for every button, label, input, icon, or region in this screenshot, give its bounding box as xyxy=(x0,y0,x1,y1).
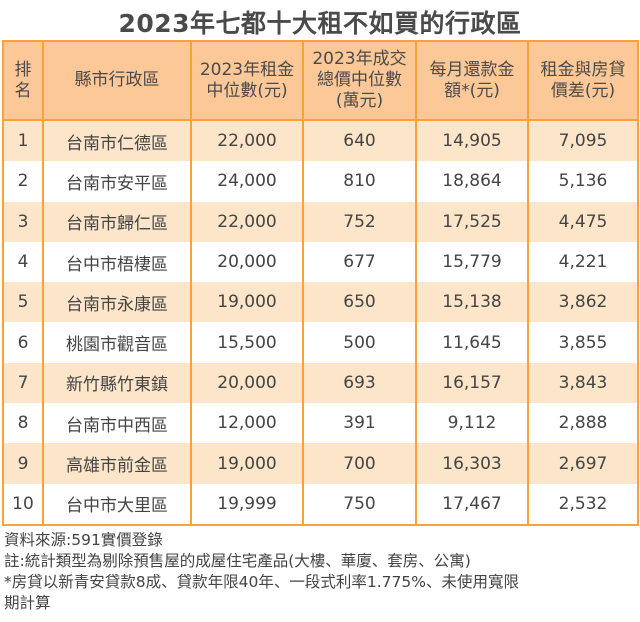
source-note: 資料來源:591實價登錄 xyxy=(4,531,163,549)
table-row: 10 台中市大里區 19,999 750 17,467 2,532 xyxy=(2,483,639,525)
cell-difference: 2,697 xyxy=(527,443,639,484)
cell-rent-median: 19,000 xyxy=(190,282,304,323)
header-difference: 租金與房貸價差(元) xyxy=(527,41,639,120)
statistics-note: 註:統計類型為剔除預售屋的成屋住宅產品(大樓、華廈、套房、公寓) xyxy=(4,552,471,570)
cell-rank: 5 xyxy=(2,282,44,323)
cell-district: 台南市仁德區 xyxy=(42,120,192,162)
table-header-row: 排名 縣市行政區 2023年租金中位數(元) 2023年成交總價中位數(萬元) … xyxy=(2,41,639,120)
cell-difference: 3,855 xyxy=(527,322,639,363)
cell-rank: 6 xyxy=(2,322,44,363)
cell-rank: 10 xyxy=(2,483,44,525)
cell-difference: 4,475 xyxy=(527,201,639,242)
cell-district: 台南市永康區 xyxy=(42,282,192,323)
table-row: 6 桃園市觀音區 15,500 500 11,645 3,855 xyxy=(2,322,639,363)
cell-district: 台中市梧棲區 xyxy=(42,241,192,283)
cell-rent-median: 22,000 xyxy=(190,201,304,242)
header-rent-median: 2023年租金中位數(元) xyxy=(190,41,304,120)
cell-monthly-payment: 17,525 xyxy=(415,201,529,242)
table-row: 1 台南市仁德區 22,000 640 14,905 7,095 xyxy=(2,120,639,162)
cell-price-median: 677 xyxy=(302,241,417,283)
cell-price-median: 700 xyxy=(302,443,417,484)
cell-rank: 8 xyxy=(2,403,44,444)
cell-district: 台南市安平區 xyxy=(42,161,192,202)
cell-difference: 5,136 xyxy=(527,161,639,202)
table-row: 3 台南市歸仁區 22,000 752 17,525 4,475 xyxy=(2,201,639,242)
footnotes: 資料來源:591實價登錄 註:統計類型為剔除預售屋的成屋住宅產品(大樓、華廈、套… xyxy=(4,530,534,614)
cell-difference: 2,888 xyxy=(527,403,639,444)
cell-monthly-payment: 15,779 xyxy=(415,241,529,283)
cell-district: 高雄市前金區 xyxy=(42,443,192,484)
cell-rent-median: 20,000 xyxy=(190,362,304,404)
cell-monthly-payment: 18,864 xyxy=(415,161,529,202)
cell-rank: 2 xyxy=(2,161,44,202)
cell-price-median: 750 xyxy=(302,483,417,525)
table-row: 7 新竹縣竹東鎮 20,000 693 16,157 3,843 xyxy=(2,362,639,404)
cell-difference: 7,095 xyxy=(527,120,639,162)
cell-rent-median: 22,000 xyxy=(190,120,304,162)
cell-price-median: 650 xyxy=(302,282,417,323)
cell-district: 台南市歸仁區 xyxy=(42,201,192,242)
table-row: 9 高雄市前金區 19,000 700 16,303 2,697 xyxy=(2,443,639,484)
cell-monthly-payment: 9,112 xyxy=(415,403,529,444)
header-monthly-payment: 每月還款金額*(元) xyxy=(415,41,529,120)
ranking-table: 排名 縣市行政區 2023年租金中位數(元) 2023年成交總價中位數(萬元) … xyxy=(2,40,639,526)
cell-district: 桃園市觀音區 xyxy=(42,322,192,363)
cell-district: 台南市中西區 xyxy=(42,403,192,444)
cell-rank: 3 xyxy=(2,201,44,242)
page-title: 2023年七都十大租不如買的行政區 xyxy=(118,9,522,38)
cell-price-median: 391 xyxy=(302,403,417,444)
cell-price-median: 500 xyxy=(302,322,417,363)
cell-difference: 3,862 xyxy=(527,282,639,323)
header-price-median: 2023年成交總價中位數(萬元) xyxy=(302,41,417,120)
cell-monthly-payment: 17,467 xyxy=(415,483,529,525)
cell-monthly-payment: 14,905 xyxy=(415,120,529,162)
cell-monthly-payment: 16,157 xyxy=(415,362,529,404)
cell-district: 台中市大里區 xyxy=(42,483,192,525)
cell-rank: 9 xyxy=(2,443,44,484)
cell-district: 新竹縣竹東鎮 xyxy=(42,362,192,404)
cell-rent-median: 19,000 xyxy=(190,443,304,484)
cell-monthly-payment: 16,303 xyxy=(415,443,529,484)
mortgage-note: *房貸以新青安貸款8成、貸款年限40年、一段式利率1.775%、未使用寬限期計算 xyxy=(4,573,519,612)
header-rank: 排名 xyxy=(2,41,44,120)
cell-rent-median: 15,500 xyxy=(190,322,304,363)
cell-price-median: 640 xyxy=(302,120,417,162)
cell-rent-median: 19,999 xyxy=(190,483,304,525)
cell-difference: 2,532 xyxy=(527,483,639,525)
table-row: 4 台中市梧棲區 20,000 677 15,779 4,221 xyxy=(2,241,639,283)
cell-rent-median: 24,000 xyxy=(190,161,304,202)
cell-rank: 4 xyxy=(2,241,44,283)
header-district: 縣市行政區 xyxy=(42,41,192,120)
cell-difference: 4,221 xyxy=(527,241,639,283)
cell-monthly-payment: 15,138 xyxy=(415,282,529,323)
cell-monthly-payment: 11,645 xyxy=(415,322,529,363)
cell-rent-median: 12,000 xyxy=(190,403,304,444)
table-row: 5 台南市永康區 19,000 650 15,138 3,862 xyxy=(2,282,639,323)
cell-price-median: 752 xyxy=(302,201,417,242)
table-row: 2 台南市安平區 24,000 810 18,864 5,136 xyxy=(2,161,639,202)
cell-rank: 7 xyxy=(2,362,44,404)
cell-rank: 1 xyxy=(2,120,44,162)
cell-difference: 3,843 xyxy=(527,362,639,404)
table-row: 8 台南市中西區 12,000 391 9,112 2,888 xyxy=(2,403,639,444)
cell-rent-median: 20,000 xyxy=(190,241,304,283)
cell-price-median: 693 xyxy=(302,362,417,404)
cell-price-median: 810 xyxy=(302,161,417,202)
